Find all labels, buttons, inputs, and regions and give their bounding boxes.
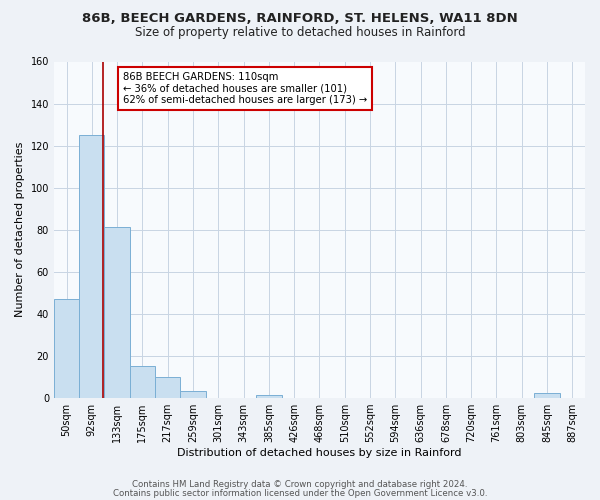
Bar bbox=[79, 135, 104, 398]
Y-axis label: Number of detached properties: Number of detached properties bbox=[15, 142, 25, 317]
X-axis label: Distribution of detached houses by size in Rainford: Distribution of detached houses by size … bbox=[177, 448, 462, 458]
Text: 86B, BEECH GARDENS, RAINFORD, ST. HELENS, WA11 8DN: 86B, BEECH GARDENS, RAINFORD, ST. HELENS… bbox=[82, 12, 518, 26]
Text: Contains public sector information licensed under the Open Government Licence v3: Contains public sector information licen… bbox=[113, 489, 487, 498]
Text: Size of property relative to detached houses in Rainford: Size of property relative to detached ho… bbox=[134, 26, 466, 39]
Bar bbox=[104, 228, 130, 398]
Bar bbox=[155, 376, 181, 398]
Bar bbox=[535, 394, 560, 398]
Text: 86B BEECH GARDENS: 110sqm
← 36% of detached houses are smaller (101)
62% of semi: 86B BEECH GARDENS: 110sqm ← 36% of detac… bbox=[123, 72, 367, 105]
Bar bbox=[130, 366, 155, 398]
Bar bbox=[256, 396, 281, 398]
Text: Contains HM Land Registry data © Crown copyright and database right 2024.: Contains HM Land Registry data © Crown c… bbox=[132, 480, 468, 489]
Bar bbox=[54, 299, 79, 398]
Bar bbox=[181, 392, 206, 398]
